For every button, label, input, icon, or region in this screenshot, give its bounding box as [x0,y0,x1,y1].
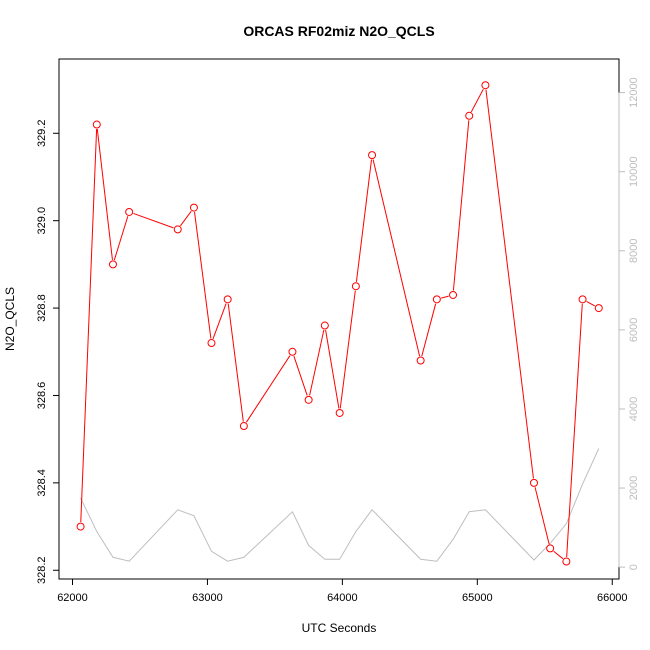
y2-tick-label: 10000 [628,156,640,187]
right-axis: 0 2000 4000 6000 8000 10000 12000 [618,77,640,570]
left-series-segment [339,290,356,409]
y-tick-label: 328.2 [36,556,48,584]
y2-tick-label: 2000 [628,476,640,500]
x-tick-label: 66000 [597,592,628,604]
left-series-segment [180,210,192,227]
y2-tick-label: 12000 [628,77,640,108]
left-series-segment [227,303,244,422]
left-series-segment [566,303,583,558]
left-series-segment [194,211,212,339]
data-point [481,81,490,90]
x-tick-label: 63000 [192,592,223,604]
x-tick-label: 62000 [57,592,88,604]
left-series-segment [372,159,421,357]
chart-title: ORCAS RF02miz N2O_QCLS [243,23,434,39]
data-point [189,203,198,212]
data-point [288,347,297,356]
data-point [368,151,377,160]
data-point [239,422,248,431]
left-series-segment [212,303,227,339]
left-series-segment [485,89,534,479]
data-point [578,295,587,304]
x-tick-label: 64000 [327,592,358,604]
data-point [125,207,134,216]
bottom-axis: 62000 63000 64000 65000 66000 [57,578,628,604]
x-tick-label: 65000 [462,592,493,604]
y-tick-label: 328.6 [36,382,48,410]
y-tick-label: 328.8 [36,294,48,322]
data-point [92,120,101,129]
y-tick-label: 328.4 [36,469,48,497]
data-point [449,290,458,299]
data-point [351,282,360,291]
left-series-segment [113,216,129,261]
left-series-segment [245,355,291,423]
data-point [594,304,603,313]
data-point [465,111,474,120]
y-tick-label: 329.0 [36,207,48,235]
data-point [432,295,441,304]
y-axis-label: N2O_QCLS [3,287,17,351]
left-series-segment [470,88,484,113]
series-layer [76,81,603,566]
data-point [223,295,232,304]
data-point [304,395,313,404]
left-series-segment [441,295,449,299]
left-series-segment [293,355,308,396]
y2-tick-label: 4000 [628,397,640,421]
data-point [416,356,425,365]
plot-frame [58,58,620,580]
data-point [335,408,344,417]
left-axis: 328.2 328.4 328.6 328.8 329.0 329.2 [36,120,60,584]
left-series-segment [80,129,98,523]
data-point [173,225,182,234]
x-axis-label: UTC Seconds [302,621,377,635]
left-series-segment [309,329,325,396]
y2-tick-label: 0 [628,564,640,570]
data-point [320,321,329,330]
right-series-line [80,448,600,562]
y-tick-label: 329.2 [36,120,48,148]
y2-tick-label: 8000 [628,239,640,263]
left-series-segment [355,159,373,282]
data-point [546,544,555,553]
y2-tick-label: 6000 [628,318,640,342]
left-series-segment [96,128,113,260]
left-series-segment [325,329,340,409]
data-point [207,339,216,348]
left-series-segment [553,550,564,560]
left-series-segment [534,487,550,545]
left-series-segment [421,303,437,357]
data-point [108,260,117,269]
data-point [529,478,538,487]
left-series-segment [452,120,470,291]
left-series-segment [586,301,596,307]
left-series-segment [133,212,174,229]
data-point [76,522,85,531]
data-point [562,557,571,566]
